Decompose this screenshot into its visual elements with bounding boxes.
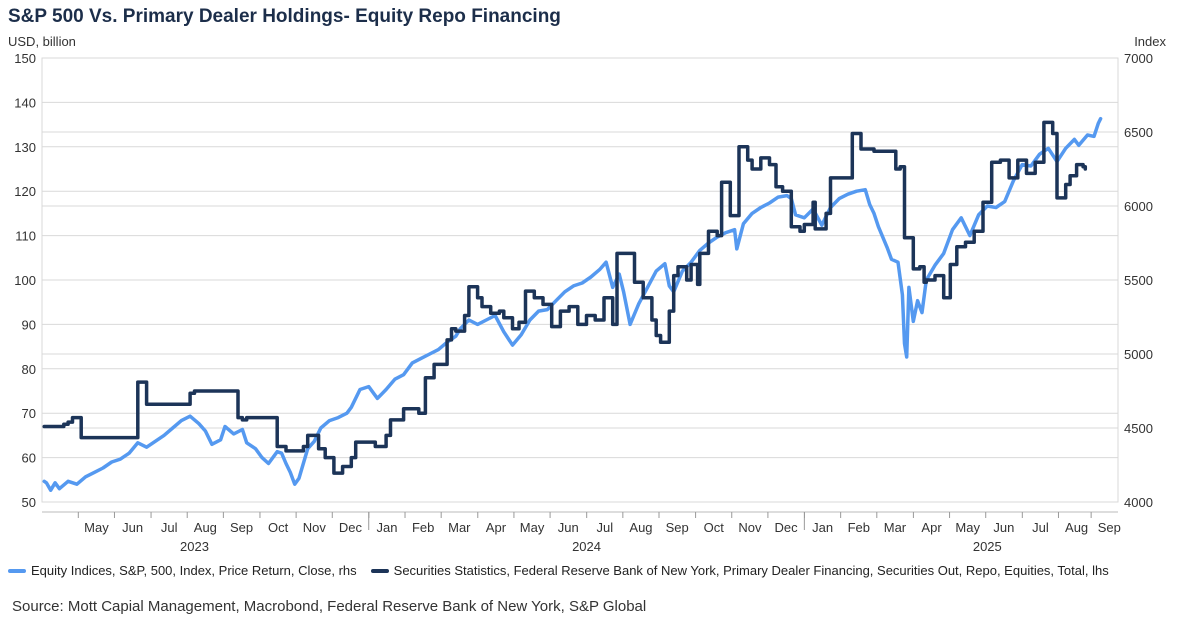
month-label: Aug	[629, 520, 652, 535]
month-label: Jan	[812, 520, 833, 535]
legend-item-sp500[interactable]: Equity Indices, S&P, 500, Index, Price R…	[8, 563, 357, 578]
month-label: May	[520, 520, 545, 535]
chart-title: S&P 500 Vs. Primary Dealer Holdings- Equ…	[8, 6, 561, 27]
right-tick-label: 5500	[1124, 273, 1153, 288]
month-label: Sep	[1098, 520, 1121, 535]
month-label: Apr	[486, 520, 507, 535]
left-tick-label: 120	[14, 184, 36, 199]
left-axis-label: USD, billion	[8, 34, 76, 49]
left-tick-label: 50	[22, 495, 36, 510]
month-label: Oct	[704, 520, 725, 535]
chart-area: 50 60 70 80 90 100 110 120 130 140 150 4000 4500 5000…	[8, 34, 1166, 554]
month-label: Jun	[993, 520, 1014, 535]
gridlines	[41, 57, 1119, 503]
right-axis-label: Index	[1134, 34, 1166, 49]
legend-item-repo[interactable]: Securities Statistics, Federal Reserve B…	[370, 563, 1109, 578]
legend: Equity Indices, S&P, 500, Index, Price R…	[8, 563, 1109, 578]
right-tick-label: 6000	[1124, 199, 1153, 214]
axes: 50 60 70 80 90 100 110 120 130 140 150 4000 4500 5000…	[8, 34, 1166, 554]
month-label: May	[955, 520, 980, 535]
month-label: Oct	[268, 520, 289, 535]
month-label: Feb	[848, 520, 870, 535]
year-label: 2023	[180, 539, 209, 554]
source-note: Source: Mott Capial Management, Macrobon…	[12, 598, 647, 615]
right-tick-label: 7000	[1124, 51, 1153, 66]
month-label: Sep	[230, 520, 253, 535]
month-label: Aug	[194, 520, 217, 535]
month-label: Jul	[161, 520, 178, 535]
legend-label-repo: Securities Statistics, Federal Reserve B…	[393, 563, 1109, 578]
month-label: Nov	[738, 520, 762, 535]
month-label: Jun	[122, 520, 143, 535]
year-label: 2025	[973, 539, 1002, 554]
legend-swatch-sp500	[8, 568, 26, 573]
month-label: Sep	[666, 520, 689, 535]
month-label: Jan	[377, 520, 398, 535]
right-tick-label: 4000	[1124, 495, 1153, 510]
month-label: Apr	[921, 520, 942, 535]
legend-label-sp500: Equity Indices, S&P, 500, Index, Price R…	[31, 563, 357, 578]
month-label: May	[84, 520, 109, 535]
month-label: Jul	[1032, 520, 1049, 535]
year-label: 2024	[572, 539, 601, 554]
month-label: Mar	[448, 520, 471, 535]
month-label: Feb	[412, 520, 434, 535]
right-tick-label: 6500	[1124, 125, 1153, 140]
right-tick-label: 4500	[1124, 421, 1153, 436]
right-tick-label: 5000	[1124, 347, 1153, 362]
month-label: Dec	[774, 520, 798, 535]
left-tick-label: 140	[14, 95, 36, 110]
left-tick-label: 130	[14, 140, 36, 155]
series-line-repo	[42, 120, 1088, 475]
month-label: Mar	[884, 520, 907, 535]
left-tick-label: 60	[22, 451, 36, 466]
left-tick-label: 100	[14, 273, 36, 288]
month-label: Nov	[303, 520, 327, 535]
left-tick-label: 80	[22, 362, 36, 377]
series-line-sp500	[42, 116, 1103, 492]
left-tick-label: 90	[22, 317, 36, 332]
left-tick-label: 150	[14, 51, 36, 66]
series-lines	[42, 116, 1103, 492]
legend-swatch-repo	[370, 568, 389, 573]
left-tick-label: 70	[22, 406, 36, 421]
month-label: Aug	[1065, 520, 1088, 535]
left-tick-label: 110	[15, 229, 36, 244]
month-label: Dec	[339, 520, 363, 535]
month-label: Jun	[558, 520, 579, 535]
month-label: Jul	[597, 520, 614, 535]
